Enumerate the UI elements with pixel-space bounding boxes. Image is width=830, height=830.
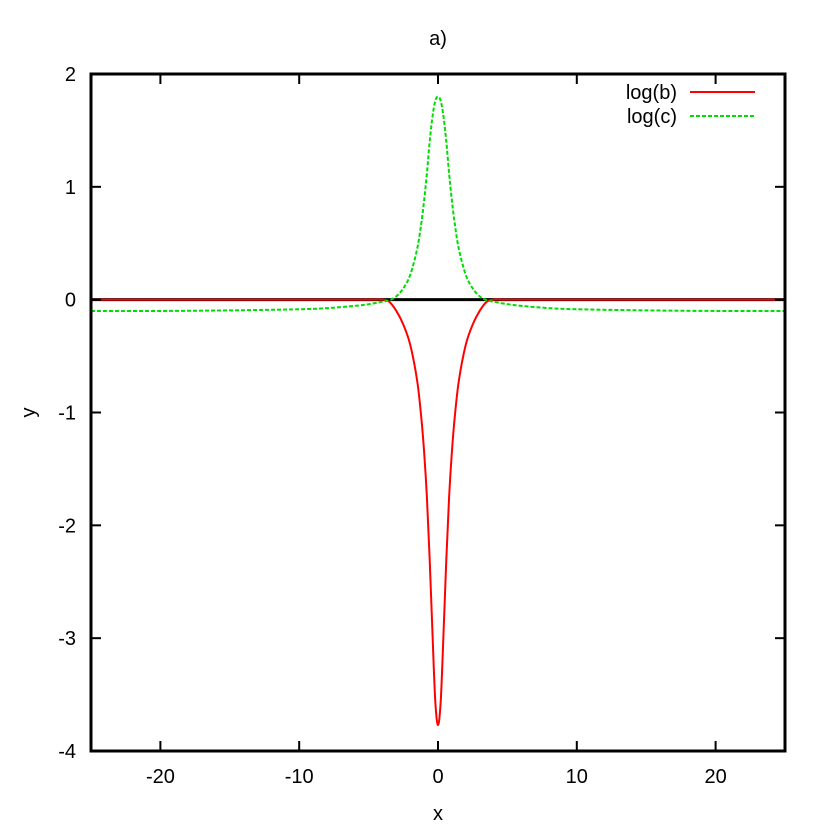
y-axis-label: y (18, 408, 40, 418)
plot-frame (89, 72, 787, 753)
y-tick-label: 2 (65, 64, 76, 86)
y-tick-label: 1 (65, 177, 76, 199)
legend-label: log(c) (627, 106, 677, 128)
plot-area (89, 72, 787, 753)
y-tick-label: 0 (65, 290, 76, 312)
y-tick-label: -2 (58, 515, 76, 537)
x-tick-label: -10 (285, 766, 314, 788)
legend: log(b)log(c) (626, 82, 755, 128)
chart-title: a) (429, 28, 447, 50)
series-line-2 (91, 95, 785, 312)
y-tick-label: -3 (58, 628, 76, 650)
x-tick-label: 10 (566, 766, 588, 788)
x-tick-label: 0 (432, 766, 443, 788)
x-axis: -20 -10 0 10 20 (146, 74, 727, 788)
x-tick-label: -20 (146, 766, 175, 788)
x-axis-label: x (433, 803, 443, 825)
series-layer (91, 95, 785, 727)
legend-label: log(b) (626, 82, 677, 104)
series-line-1 (91, 298, 785, 727)
y-axis: -4 -3 -2 -1 0 1 2 (58, 64, 785, 763)
y-tick-label: -4 (58, 741, 76, 763)
y-tick-label: -1 (58, 403, 76, 425)
x-tick-label: 20 (704, 766, 726, 788)
